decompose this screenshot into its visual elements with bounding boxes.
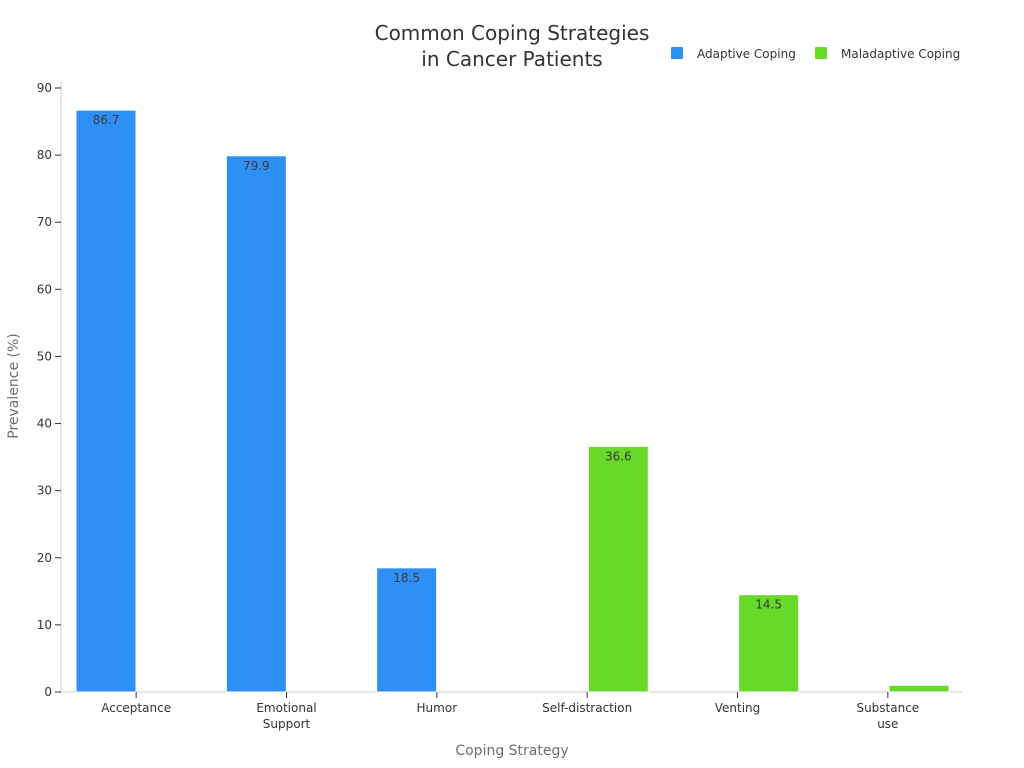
y-tick-label: 90: [37, 81, 52, 95]
y-tick-label: 30: [37, 484, 52, 498]
x-tick-label: Self-distraction: [542, 701, 632, 715]
legend-swatch-adaptive: [671, 47, 683, 59]
bar-value-label: 36.6: [605, 449, 632, 463]
data-labels: 86.7 79.9 18.5 36.6 14.5: [93, 113, 782, 612]
bar: [587, 445, 649, 693]
y-tick-label: 60: [37, 282, 52, 296]
bars: [75, 109, 950, 693]
x-tick-label: Substance: [856, 701, 919, 715]
bar-value-label: 18.5: [393, 571, 420, 585]
chart-title-line-1: Common Coping Strategies: [375, 21, 650, 45]
legend-label-adaptive: Adaptive Coping: [697, 47, 796, 61]
x-tick-label: Emotional: [256, 701, 316, 715]
x-tick-label: Acceptance: [101, 701, 171, 715]
chart-title-line-2: in Cancer Patients: [421, 47, 602, 71]
y-tick-label: 50: [37, 349, 52, 363]
bar: [225, 155, 287, 693]
x-tick-label: Humor: [417, 701, 458, 715]
y-tick-label: 10: [37, 618, 52, 632]
y-axis-ticks: 0 10 20 30 40 50 60 70 80 90: [37, 81, 61, 699]
bar-value-label: 14.5: [755, 598, 782, 612]
x-axis-ticks: Acceptance Emotional Support Humor Self-dist…: [101, 692, 919, 731]
bar: [888, 684, 950, 693]
legend-label-maladaptive: Maladaptive Coping: [841, 47, 960, 61]
bar: [376, 567, 438, 693]
y-axis-title: Prevalence (%): [6, 333, 22, 439]
x-tick-label: Support: [263, 717, 311, 731]
x-tick-label: Venting: [715, 701, 761, 715]
y-tick-label: 70: [37, 215, 52, 229]
legend-swatch-maladaptive: [815, 47, 827, 59]
legend: Adaptive Coping Maladaptive Coping: [671, 47, 960, 61]
bar: [738, 594, 800, 693]
bar-value-label: 86.7: [93, 113, 120, 127]
y-tick-label: 40: [37, 417, 52, 431]
y-tick-label: 80: [37, 148, 52, 162]
bar-value-label: 79.9: [243, 159, 270, 173]
x-tick-label: use: [877, 717, 898, 731]
bar: [75, 109, 137, 693]
y-tick-label: 20: [37, 551, 52, 565]
x-axis-title: Coping Strategy: [455, 743, 568, 759]
y-tick-label: 0: [44, 685, 52, 699]
